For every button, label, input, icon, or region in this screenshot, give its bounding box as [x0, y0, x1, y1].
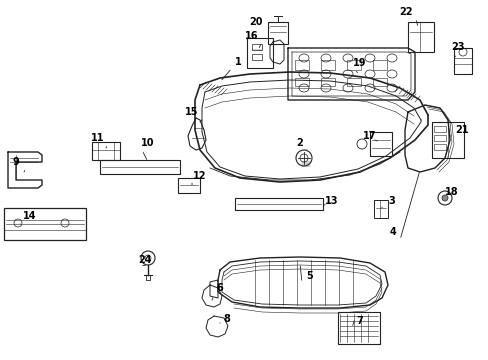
- Bar: [407, 22, 433, 52]
- Text: 16: 16: [245, 31, 258, 41]
- Bar: [433, 126, 445, 132]
- Text: 17: 17: [363, 131, 376, 141]
- Text: 9: 9: [13, 157, 20, 167]
- Text: 12: 12: [193, 171, 206, 181]
- Bar: [337, 312, 379, 344]
- Text: 21: 21: [454, 125, 468, 135]
- Bar: [251, 44, 262, 50]
- Text: 19: 19: [352, 58, 366, 68]
- Bar: [369, 132, 391, 156]
- Bar: [453, 48, 471, 74]
- Text: 7: 7: [356, 316, 363, 326]
- Bar: [433, 144, 445, 150]
- Text: 4: 4: [389, 227, 396, 237]
- Text: 15: 15: [185, 107, 198, 117]
- Bar: [346, 78, 360, 86]
- Text: 2: 2: [296, 138, 303, 148]
- Bar: [246, 38, 272, 68]
- Bar: [235, 198, 323, 210]
- Bar: [372, 78, 386, 86]
- Text: 14: 14: [23, 211, 37, 221]
- Bar: [100, 160, 180, 174]
- Circle shape: [441, 195, 447, 201]
- Bar: [372, 60, 386, 70]
- Text: 8: 8: [223, 314, 230, 324]
- Bar: [294, 60, 308, 70]
- Bar: [251, 54, 262, 60]
- Bar: [178, 178, 200, 193]
- Bar: [4, 208, 86, 240]
- Text: 3: 3: [388, 196, 395, 206]
- Text: 5: 5: [306, 271, 313, 281]
- Bar: [373, 200, 387, 218]
- Text: 23: 23: [450, 42, 464, 52]
- Text: 13: 13: [325, 196, 338, 206]
- Text: 1: 1: [234, 57, 241, 67]
- Text: 20: 20: [249, 17, 262, 27]
- Bar: [433, 135, 445, 141]
- Bar: [431, 122, 463, 158]
- Text: 18: 18: [444, 187, 458, 197]
- Bar: [320, 60, 334, 70]
- Text: 10: 10: [141, 138, 154, 148]
- Text: 24: 24: [138, 255, 151, 265]
- Bar: [346, 60, 360, 70]
- Text: 11: 11: [91, 133, 104, 143]
- Bar: [294, 78, 308, 86]
- Bar: [267, 22, 287, 44]
- Bar: [92, 142, 120, 160]
- Bar: [320, 78, 334, 86]
- Text: 6: 6: [216, 283, 223, 293]
- Text: 22: 22: [398, 7, 412, 17]
